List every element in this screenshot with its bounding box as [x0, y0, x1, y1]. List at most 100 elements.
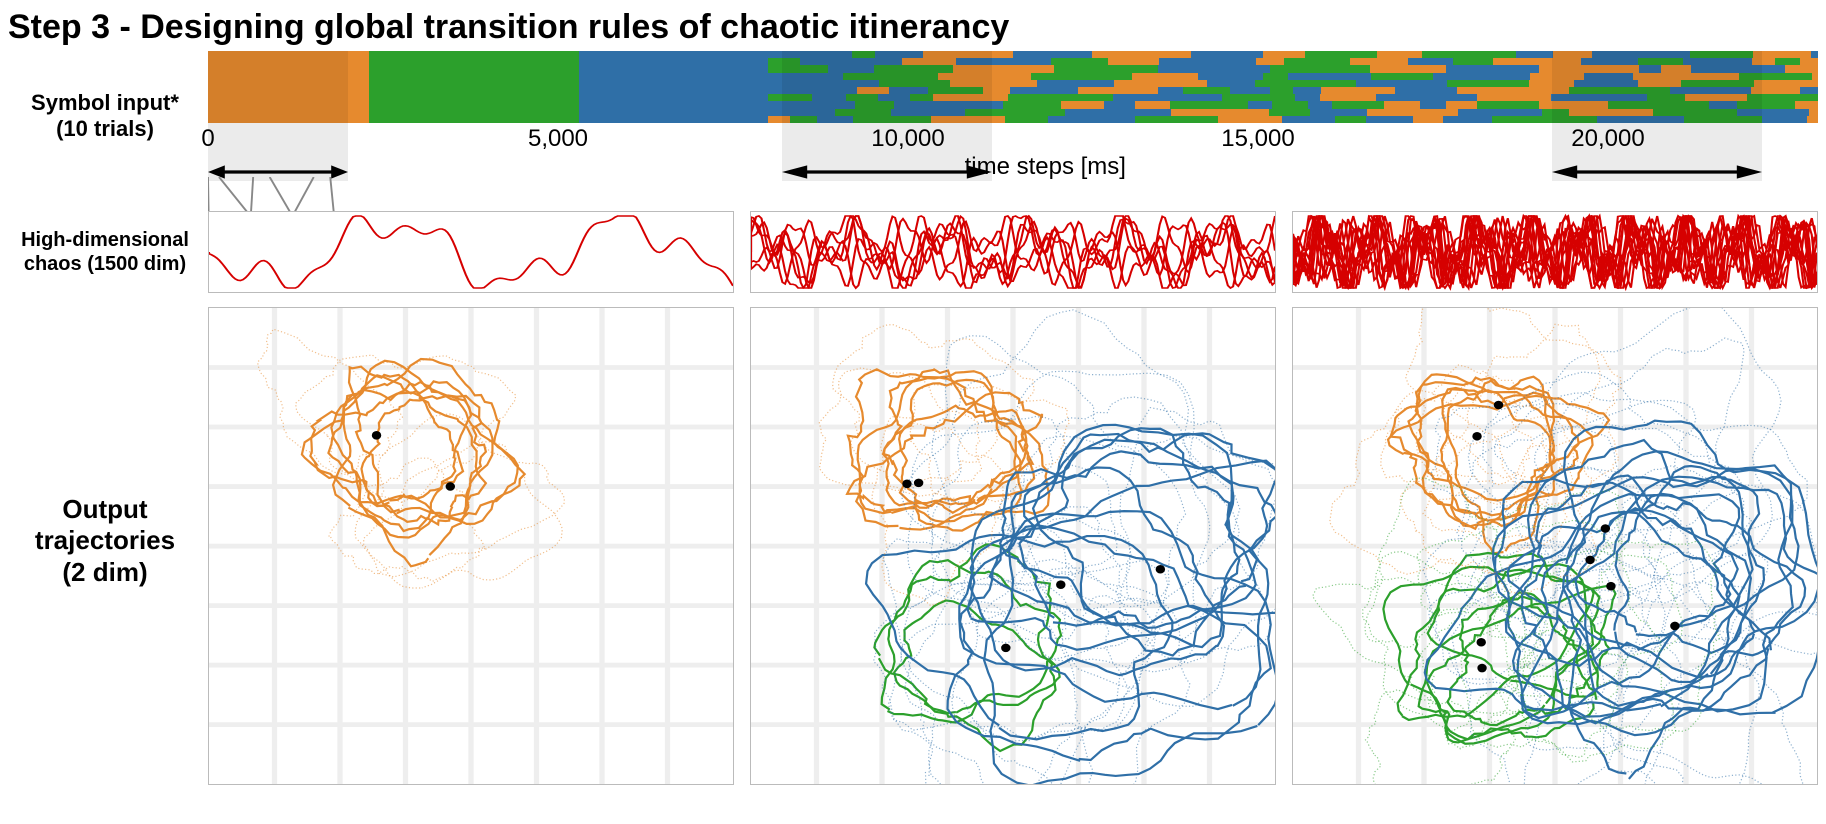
chaos-trace — [751, 216, 1275, 288]
symbol-segment — [1335, 116, 1367, 123]
symbol-segment — [1812, 73, 1818, 80]
axis-tick: 5,000 — [528, 125, 588, 153]
trajectory-path — [1365, 478, 1497, 647]
trajectory-path — [952, 518, 1156, 739]
symbol-segment — [1785, 65, 1818, 72]
symbol-segment — [369, 94, 579, 101]
symbol-segment — [1321, 87, 1395, 94]
symbol-segment — [1282, 116, 1335, 123]
symbol-segment — [1293, 87, 1321, 94]
symbol-segment — [1272, 101, 1307, 108]
symbol-segment — [1248, 101, 1272, 108]
symbol-segment — [369, 73, 579, 80]
symbol-segment — [1113, 94, 1222, 101]
chaos-row: High-dimensional chaos (1500 dim) — [8, 211, 1818, 293]
trajectory-panel — [208, 307, 734, 785]
trajectory-label-line2: trajectories — [35, 525, 175, 556]
symbol-segment — [1446, 65, 1539, 72]
symbol-segment — [1443, 116, 1492, 123]
trajectory-marker — [1472, 432, 1481, 441]
trajectory-marker — [1494, 401, 1503, 410]
trajectory-marker — [446, 482, 455, 491]
symbol-segment — [1065, 109, 1172, 116]
symbol-segment — [1270, 87, 1293, 94]
symbol-segment — [1305, 51, 1378, 58]
symbol-segment — [579, 73, 768, 80]
symbol-segment — [1795, 101, 1818, 108]
symbol-input-content: time steps [ms] 05,00010,00015,00020,000 — [208, 51, 1818, 181]
symbol-segment — [1255, 80, 1356, 87]
symbol-segment — [1061, 101, 1104, 108]
symbol-segment — [1800, 87, 1818, 94]
chaos-panel — [208, 211, 734, 293]
chaos-label-line2: chaos (1500 dim) — [24, 252, 186, 276]
symbol-segment — [1350, 58, 1408, 65]
trajectory-marker — [1156, 565, 1165, 574]
symbol-segment — [1395, 87, 1457, 94]
symbol-segment — [1218, 116, 1283, 123]
symbol-segment — [579, 80, 768, 87]
trajectory-marker — [372, 431, 381, 440]
symbol-segment — [1159, 58, 1255, 65]
trajectory-marker — [902, 480, 911, 489]
symbol-segment — [579, 87, 768, 94]
symbol-segment — [1446, 101, 1477, 108]
symbol-segment — [1256, 58, 1285, 65]
trajectory-marker — [1601, 524, 1610, 533]
trajectory-label: Output trajectories (2 dim) — [8, 297, 208, 785]
trajectory-path — [905, 571, 1165, 785]
zoom-connector — [208, 177, 335, 215]
symbol-segment — [1477, 101, 1539, 108]
symbol-segment — [1447, 80, 1529, 87]
symbol-segment — [1332, 101, 1384, 108]
trajectory-panel — [750, 307, 1276, 785]
axis-tick: 15,000 — [1221, 125, 1294, 153]
symbol-segment — [1367, 109, 1458, 116]
trajectory-marker — [914, 479, 923, 488]
symbol-segment — [369, 58, 579, 65]
symbol-segment — [1754, 80, 1818, 87]
symbol-segment — [1230, 87, 1270, 94]
symbol-segment — [579, 51, 768, 58]
symbol-segment — [579, 109, 768, 116]
chaos-trace — [751, 216, 1275, 288]
symbol-segment — [1051, 58, 1108, 65]
symbol-segment — [1408, 58, 1453, 65]
symbol-segment — [1284, 58, 1349, 65]
symbol-segment — [369, 80, 579, 87]
chaos-trace — [751, 216, 1275, 288]
time-axis: time steps [ms] 05,00010,00015,00020,000 — [208, 125, 1818, 181]
symbol-segment — [1811, 51, 1818, 58]
symbol-segment — [1320, 94, 1376, 101]
page-title: Step 3 - Designing global transition rul… — [8, 8, 1818, 47]
trajectory-content — [208, 297, 1818, 785]
symbol-segment — [1003, 101, 1060, 108]
symbol-segment — [1413, 116, 1443, 123]
chaos-content — [208, 211, 1818, 293]
symbol-segment — [1158, 87, 1183, 94]
symbol-segment — [1037, 80, 1115, 87]
symbol-segment — [369, 101, 579, 108]
symbol-segment — [1263, 51, 1305, 58]
symbol-segment — [369, 87, 579, 94]
chaos-panels — [208, 211, 1818, 293]
symbol-segment — [579, 116, 768, 123]
chaos-label: High-dimensional chaos (1500 dim) — [8, 211, 208, 293]
trajectory-panels — [208, 307, 1818, 785]
symbol-segment — [1308, 101, 1332, 108]
symbol-segment — [369, 51, 579, 58]
symbol-segment — [1092, 51, 1191, 58]
symbol-segment — [1198, 73, 1262, 80]
symbol-segment — [1183, 87, 1230, 94]
symbol-segment — [1135, 101, 1170, 108]
symbol-segment — [369, 109, 579, 116]
symbol-segment — [1366, 116, 1413, 123]
symbol-segment — [579, 58, 768, 65]
symbol-segment — [1191, 51, 1263, 58]
trajectory-marker — [1585, 556, 1594, 565]
symbol-segment — [1104, 101, 1135, 108]
symbol-segment — [1207, 80, 1255, 87]
symbol-segment — [1054, 65, 1158, 72]
symbol-segment — [1288, 73, 1371, 80]
chaos-trace — [751, 216, 1275, 288]
